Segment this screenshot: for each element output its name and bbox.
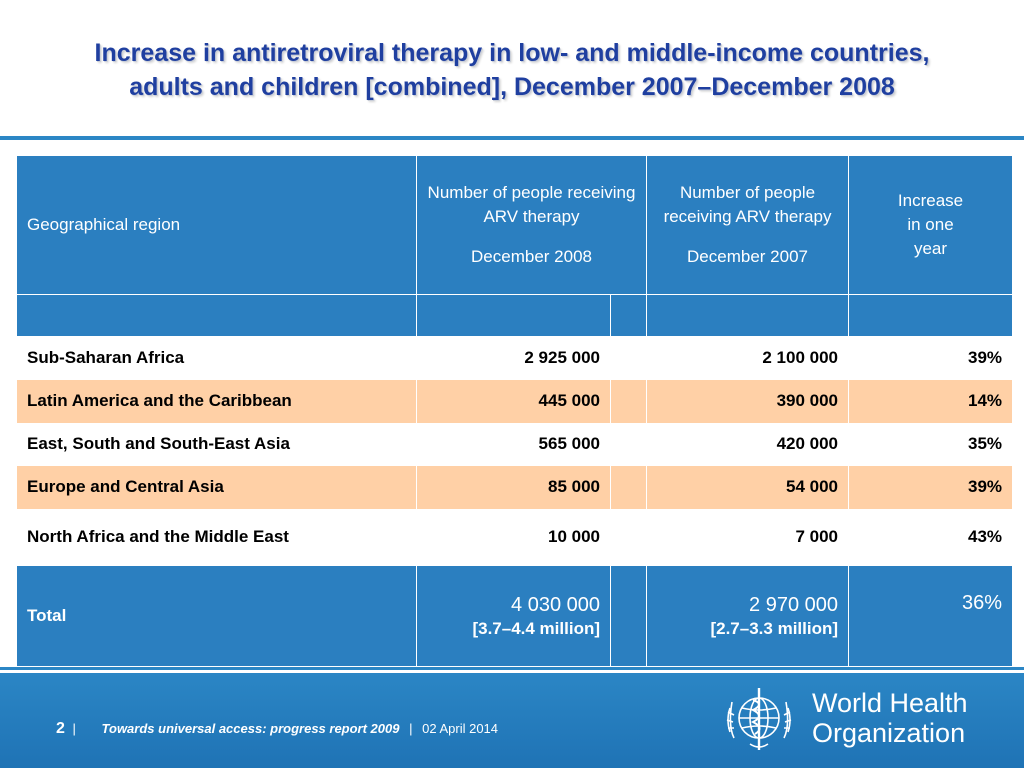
total-dec-2007-range: [2.7–3.3 million] (710, 619, 839, 638)
title-divider (0, 136, 1024, 140)
dec-2007-cell: 390 000 (646, 379, 850, 423)
dec-2008-cell: 10 000 (416, 508, 611, 566)
region-cell: Latin America and the Caribbean (16, 379, 417, 423)
title-line-2: adults and children [combined], December… (129, 73, 895, 101)
page-number: 2 (56, 720, 65, 737)
region-cell: Sub-Saharan Africa (16, 336, 417, 380)
header-dec-2007-date: December 2007 (687, 247, 808, 266)
increase-cell: 39% (848, 336, 1014, 380)
dec-2008-cell: 85 000 (416, 465, 611, 509)
header-dec-2008-label: Number of people receiving ARV therapy (427, 183, 636, 226)
header-dec-2007: Number of people receiving ARV therapy D… (646, 155, 850, 295)
total-dec-2007-value: 2 970 000 (749, 594, 839, 616)
region-cell: Europe and Central Asia (16, 465, 417, 509)
increase-cell: 43% (848, 508, 1014, 566)
footer-separator: | (72, 721, 76, 736)
dec-2007-cell: 420 000 (646, 422, 850, 466)
footer-divider (0, 667, 1024, 670)
dec-2008-cell: 2 925 000 (416, 336, 611, 380)
region-cell: East, South and South-East Asia (16, 422, 417, 466)
total-dec-2007: 2 970 000 [2.7–3.3 million] (646, 565, 850, 667)
increase-cell: 35% (848, 422, 1014, 466)
total-dec-2008-range: [3.7–4.4 million] (472, 619, 600, 638)
table-row: Europe and Central Asia 85 000 54 000 39… (16, 465, 1014, 509)
table-row: North Africa and the Middle East 10 000 … (16, 508, 1014, 566)
who-wordmark-line-1: World Health (812, 688, 968, 718)
table-row: East, South and South-East Asia 565 000 … (16, 422, 1014, 466)
header-dec-2008-date: December 2008 (471, 247, 592, 266)
dec-2007-cell: 7 000 (646, 508, 850, 566)
footer-date: 02 April 2014 (422, 721, 499, 736)
footer-caption: 2 | Towards universal access: progress r… (56, 720, 499, 737)
header-dec-2008: Number of people receiving ARV therapy D… (415, 155, 648, 295)
table-total-row: Total 4 030 000 [3.7–4.4 million] 2 970 … (16, 565, 1014, 667)
region-cell: North Africa and the Middle East (16, 508, 417, 566)
dec-2008-cell: 565 000 (416, 422, 611, 466)
header-increase: Increase in one year (848, 155, 1014, 295)
table-header-row: Geographical region Number of people rec… (16, 155, 1014, 295)
who-wordmark-line-2: Organization (812, 718, 966, 748)
dec-2008-cell: 445 000 (416, 379, 611, 423)
total-dec-2008-value: 4 030 000 (511, 594, 600, 616)
total-increase: 36% (848, 565, 1014, 667)
total-label: Total (16, 565, 417, 667)
table-row: Sub-Saharan Africa 2 925 000 2 100 000 3… (16, 336, 1014, 380)
increase-cell: 14% (848, 379, 1014, 423)
table-row: Latin America and the Caribbean 445 000 … (16, 379, 1014, 423)
increase-cell: 39% (848, 465, 1014, 509)
slide-title: Increase in antiretroviral therapy in lo… (0, 36, 1024, 104)
dec-2007-cell: 54 000 (646, 465, 850, 509)
report-title: Towards universal access: progress repor… (101, 721, 400, 736)
header-region: Geographical region (16, 155, 417, 295)
who-emblem-icon (726, 688, 792, 750)
header-dec-2007-label: Number of people receiving ARV therapy (663, 183, 832, 226)
table-blank-row (16, 294, 1014, 337)
dec-2007-cell: 2 100 000 (646, 336, 850, 380)
total-dec-2008: 4 030 000 [3.7–4.4 million] (416, 565, 611, 667)
footer-bar (0, 673, 1024, 768)
arv-table: Geographical region Number of people rec… (16, 155, 1014, 667)
title-line-1: Increase in antiretroviral therapy in lo… (94, 39, 930, 67)
who-wordmark: World Health Organization (812, 688, 968, 748)
